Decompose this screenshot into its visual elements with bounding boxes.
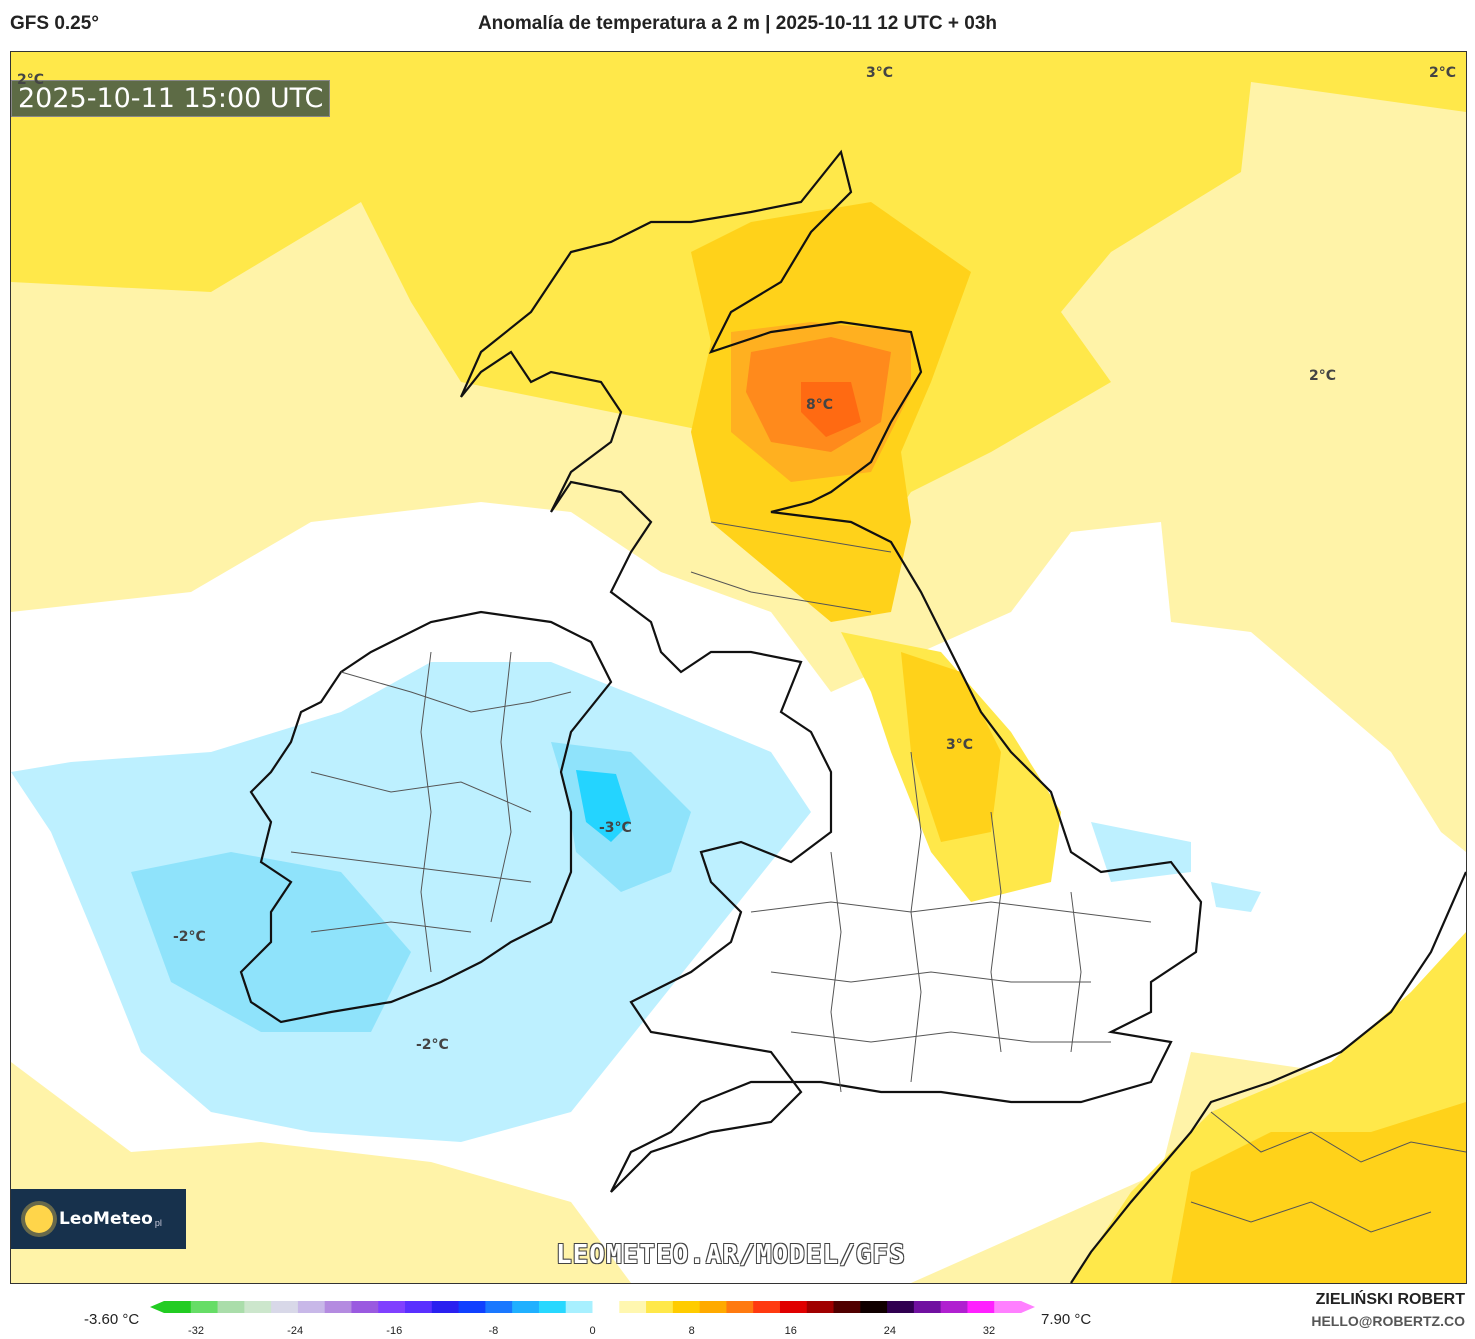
legend-swatch [967, 1301, 995, 1313]
legend-swatch [726, 1301, 754, 1313]
legend-tick-label: -24 [287, 1325, 304, 1337]
logo-text: LeoMeteo [59, 1209, 153, 1229]
legend-tick-label: -32 [188, 1325, 204, 1337]
legend-tick-label: 8 [688, 1325, 695, 1337]
legend-swatch [538, 1301, 567, 1313]
author-email: HELLO@ROBERTZ.CO [1311, 1313, 1465, 1329]
legend-swatch [431, 1301, 460, 1313]
ireland-coast [239, 610, 613, 1024]
watermark-url: LEOMETEO.AR/MODEL/GFS [556, 1240, 906, 1270]
legend-swatch [164, 1301, 192, 1313]
legend-arrow-max [1021, 1301, 1035, 1313]
anomaly-map [11, 52, 1466, 1283]
logo-suffix: pl [154, 1218, 162, 1228]
legend-swatch [860, 1301, 888, 1313]
legend-swatch [378, 1301, 406, 1313]
warmer-pennines [901, 652, 1001, 842]
leometeo-logo[interactable]: LeoMeteo pl [11, 1189, 186, 1249]
legend-swatch [324, 1301, 352, 1313]
great-britain-coast [459, 149, 1203, 1193]
legend-swatch [779, 1301, 808, 1313]
legend-swatch [753, 1301, 781, 1313]
admin-borders [290, 521, 1466, 1233]
legend-swatch [887, 1301, 915, 1313]
legend-max-label: 7.90 °C [1041, 1311, 1092, 1328]
legend-swatch [646, 1301, 674, 1313]
contour-label: 3°C [866, 65, 894, 81]
legend-swatch [699, 1301, 727, 1313]
map-panel[interactable]: 2025-10-11 15:00 UTC 2°C 3°C 2°C 2°C 8°C… [10, 51, 1467, 1284]
warmer-continent-core [1171, 1102, 1466, 1283]
legend-swatch [913, 1301, 942, 1313]
legend-tick-label: 0 [589, 1325, 596, 1337]
contour-label: -3°C [599, 820, 632, 836]
legend-swatch [271, 1301, 299, 1313]
chart-title: Anomalía de temperatura a 2 m | 2025-10-… [477, 13, 998, 34]
author-name: ZIELIŃSKI ROBERT [1315, 1291, 1465, 1308]
hottest-highlands-core [801, 382, 861, 437]
legend-arrow-min [150, 1301, 164, 1313]
contour-label: 2°C [17, 72, 45, 88]
color-scale-bar [150, 1301, 1035, 1313]
legend-swatch [619, 1301, 647, 1313]
legend-swatch [806, 1301, 835, 1313]
legend-tick-label: 24 [883, 1325, 896, 1337]
contour-label: 2°C [1309, 368, 1337, 384]
legend-tick-label: -8 [488, 1325, 499, 1337]
legend-swatch [244, 1301, 272, 1313]
legend-swatch [485, 1301, 513, 1313]
cool-north-sea-patch [1091, 822, 1191, 882]
legend-swatch [190, 1301, 219, 1313]
legend-swatch [512, 1301, 540, 1313]
legend-swatch [592, 1301, 620, 1313]
cool-channel-patch [1211, 882, 1261, 912]
legend-tick-label: -16 [386, 1325, 403, 1337]
sun-icon [25, 1205, 53, 1233]
coastlines [239, 149, 1466, 1283]
legend-swatch [405, 1301, 433, 1313]
contour-label: -2°C [416, 1037, 449, 1053]
legend-tick-label: 16 [784, 1325, 797, 1337]
legend-swatch [672, 1301, 701, 1313]
legend-swatch [833, 1301, 861, 1313]
legend-swatch [940, 1301, 968, 1313]
contour-label: 2°C [1429, 65, 1457, 81]
continent-coast [1070, 871, 1466, 1283]
legend-min-label: -3.60 °C [84, 1311, 140, 1328]
contour-label: -2°C [173, 929, 206, 945]
legend-swatch [217, 1301, 245, 1313]
valid-time-badge: 2025-10-11 15:00 UTC [11, 80, 331, 117]
legend-ticks: -32 -24 -16 -8 0 8 16 24 32 [150, 1325, 1040, 1339]
contour-label: 3°C [946, 737, 974, 753]
contour-label: 8°C [806, 397, 834, 413]
coldest-anomaly-core [576, 770, 631, 842]
legend-swatch [351, 1301, 379, 1313]
legend-swatch [297, 1301, 326, 1313]
legend-swatch [458, 1301, 486, 1313]
model-label: GFS 0.25° [10, 13, 99, 34]
legend-tick-label: 32 [982, 1325, 996, 1337]
legend-swatch [565, 1301, 593, 1313]
legend-swatch [994, 1301, 1022, 1313]
